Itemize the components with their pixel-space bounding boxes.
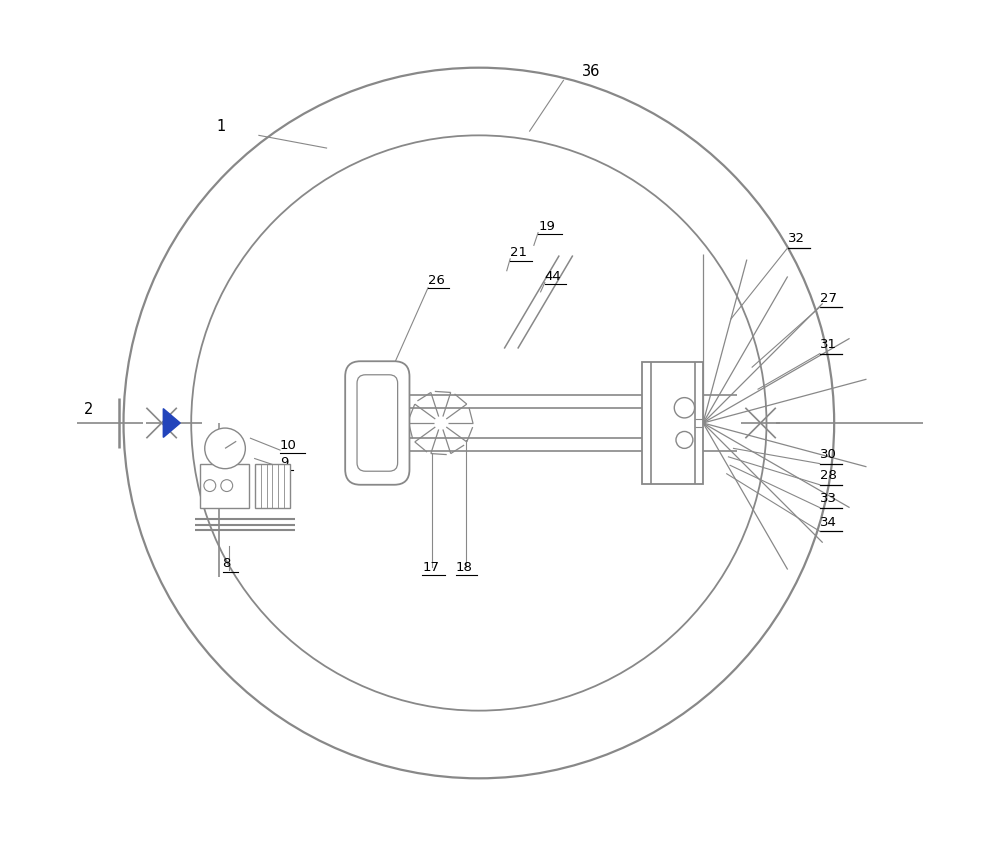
Text: 30: 30 (820, 448, 837, 461)
Bar (642, 362, 703, 484)
Circle shape (674, 398, 695, 418)
Text: 27: 27 (820, 292, 837, 305)
Text: 1: 1 (217, 118, 226, 134)
Text: 33: 33 (820, 492, 837, 505)
Circle shape (676, 431, 693, 448)
Text: 32: 32 (788, 233, 805, 245)
Text: 21: 21 (510, 246, 527, 259)
Text: 18: 18 (456, 561, 473, 574)
Text: 44: 44 (545, 270, 562, 283)
Text: 34: 34 (820, 516, 837, 529)
Text: 9: 9 (280, 456, 288, 469)
Bar (255, 464, 290, 508)
Text: 17: 17 (422, 561, 439, 574)
Circle shape (221, 480, 233, 492)
FancyBboxPatch shape (345, 361, 409, 485)
Polygon shape (163, 409, 180, 437)
Text: 19: 19 (538, 220, 555, 233)
Text: 26: 26 (428, 274, 445, 287)
Text: 2: 2 (84, 402, 93, 417)
Text: 28: 28 (820, 470, 837, 482)
Circle shape (204, 480, 216, 492)
Circle shape (205, 428, 245, 469)
Bar (200, 464, 249, 508)
Text: 10: 10 (280, 439, 297, 452)
Text: 8: 8 (223, 558, 231, 570)
Text: 36: 36 (582, 63, 600, 79)
Text: 31: 31 (820, 338, 837, 351)
